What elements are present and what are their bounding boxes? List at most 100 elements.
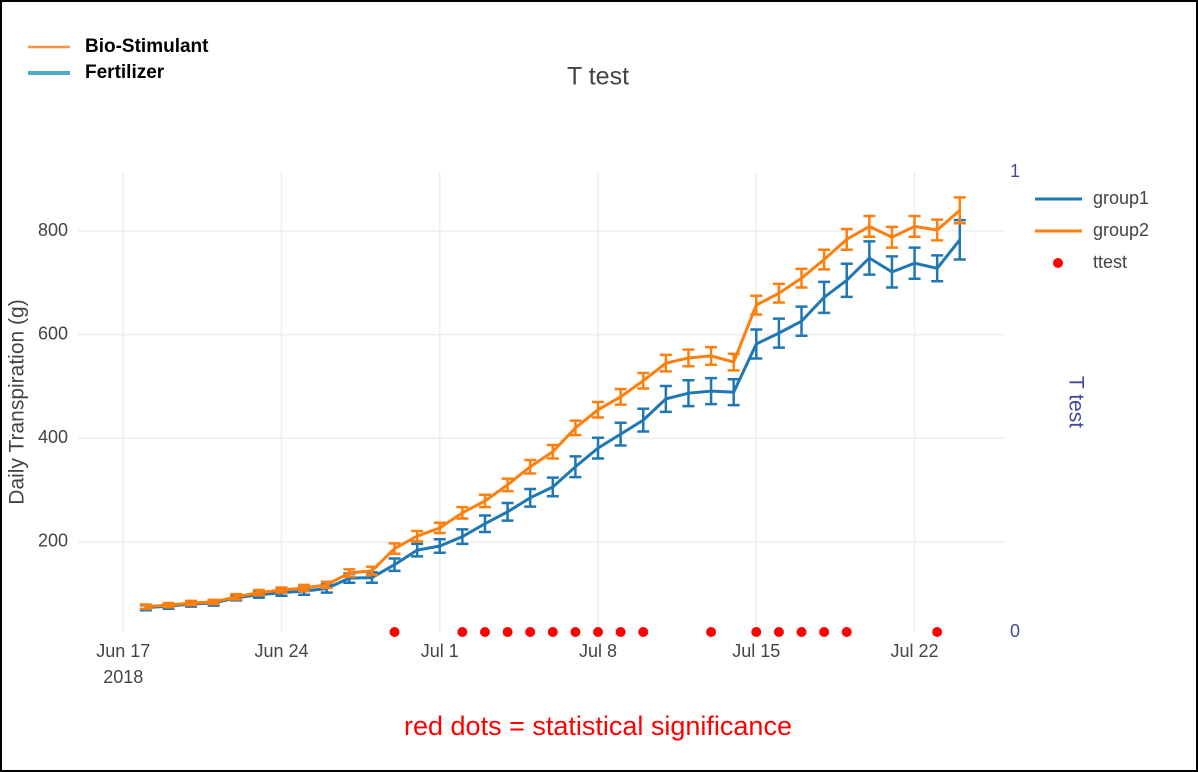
significance-dot (457, 627, 468, 637)
error-bar (388, 542, 401, 556)
error-bar (750, 294, 763, 316)
error-bar (659, 353, 672, 373)
significance-dot (502, 627, 513, 637)
error-bar (365, 565, 378, 577)
error-bar (569, 455, 582, 479)
y2-axis-label: T test (1064, 376, 1087, 428)
error-bar (840, 227, 853, 251)
significance-dot (751, 627, 762, 637)
error-bar (659, 384, 672, 414)
legend-label: group2 (1093, 220, 1149, 240)
error-bar (795, 305, 808, 337)
legend-label: Fertilizer (85, 62, 165, 83)
significance-dot (773, 627, 784, 637)
significance-dot (932, 627, 943, 637)
error-bar (456, 528, 469, 546)
error-bar (682, 348, 695, 368)
error-bar (478, 493, 491, 509)
error-bar (614, 421, 627, 447)
error-bar (840, 262, 853, 299)
y-tick-label: 400 (38, 427, 68, 447)
significance-dot (706, 627, 717, 637)
error-bar (727, 377, 740, 407)
error-bar (637, 407, 650, 433)
error-bar (456, 505, 469, 520)
error-bar (298, 583, 311, 593)
legend-label: group1 (1093, 188, 1149, 208)
error-bar (546, 443, 559, 460)
error-bar (885, 225, 898, 249)
x-tick-label: Jul 15 (732, 641, 781, 661)
error-bar (524, 458, 537, 475)
x-tick-label: Jun 17 2018 (96, 641, 151, 687)
note: red dots = statistical significance (404, 711, 792, 741)
error-bar (908, 214, 921, 239)
error-bar (207, 598, 220, 606)
significance-dot (479, 627, 490, 637)
y2-tick-label: 1 (1010, 161, 1020, 181)
error-bar (230, 592, 243, 601)
y-tick-label: 200 (38, 531, 68, 551)
error-bar (931, 218, 944, 242)
significance-dot (841, 627, 852, 637)
legend-symbol (1053, 258, 1063, 268)
error-bar (343, 568, 356, 578)
error-bar (433, 521, 446, 535)
significance-dot (819, 627, 830, 637)
error-bar (411, 542, 424, 558)
error-bar (705, 345, 718, 366)
x-tick-label: Jun 24 (254, 641, 309, 661)
error-bar (931, 254, 944, 283)
error-bar (705, 376, 718, 406)
error-bar (546, 476, 559, 498)
error-bar (275, 586, 288, 594)
x-tick-label: Jul 22 (890, 641, 939, 661)
significance-dot (570, 627, 581, 637)
error-bar (592, 436, 605, 460)
significance-dot (593, 627, 604, 637)
significance-dot (615, 627, 626, 637)
error-bar (501, 477, 514, 493)
error-bar (185, 599, 198, 607)
error-bar (252, 588, 265, 597)
error-bar (139, 603, 152, 610)
significance-dot (525, 627, 536, 637)
error-bar (818, 248, 831, 271)
error-bar (863, 240, 876, 276)
significance-dot (638, 627, 649, 637)
chart-title: T test (567, 63, 629, 91)
significance-dot (389, 627, 400, 637)
error-bar (637, 371, 650, 390)
error-bar (953, 196, 966, 225)
error-bar (795, 267, 808, 289)
legend-label: ttest (1093, 252, 1127, 272)
x-tick-label: Jul 1 (420, 641, 459, 661)
error-bar (433, 538, 446, 554)
significance-dot (547, 627, 558, 637)
error-bar (524, 487, 537, 508)
error-bar (388, 557, 401, 573)
error-bar (908, 246, 921, 280)
y-axis-label: Daily Transpiration (g) (6, 299, 29, 504)
x-tick-label: Jul 8 (579, 641, 618, 661)
error-bar (501, 501, 514, 522)
error-bar (772, 317, 785, 349)
significance-dot (796, 627, 807, 637)
error-bar (772, 282, 785, 304)
error-bar (320, 580, 333, 590)
error-bar (569, 419, 582, 437)
error-bar (411, 529, 424, 543)
y2-tick-label: 0 (1010, 621, 1020, 641)
error-bar (863, 214, 876, 239)
y-tick-label: 800 (38, 220, 68, 240)
error-bar (682, 378, 695, 408)
y-tick-label: 600 (38, 323, 68, 343)
error-bar (727, 352, 740, 372)
error-bar (750, 328, 763, 360)
error-bar (818, 280, 831, 315)
error-bar (162, 601, 175, 609)
error-bar (614, 387, 627, 406)
error-bar (478, 514, 491, 534)
